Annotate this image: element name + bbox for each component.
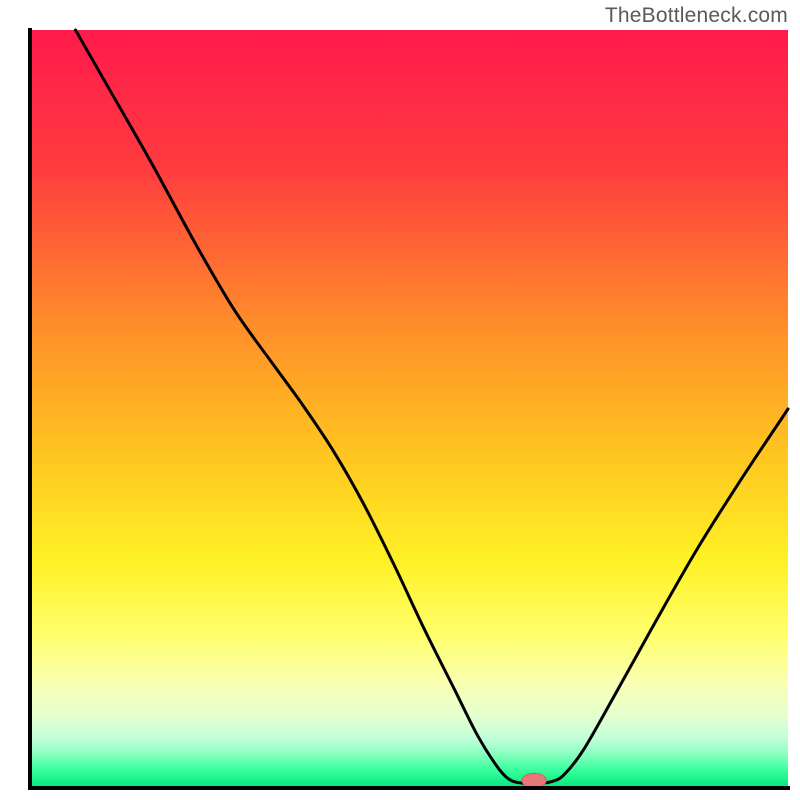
optimal-point-marker (522, 773, 546, 787)
bottleneck-chart (0, 0, 800, 800)
chart-container: TheBottleneck.com (0, 0, 800, 800)
watermark-text: TheBottleneck.com (605, 4, 788, 28)
chart-background (30, 30, 788, 788)
